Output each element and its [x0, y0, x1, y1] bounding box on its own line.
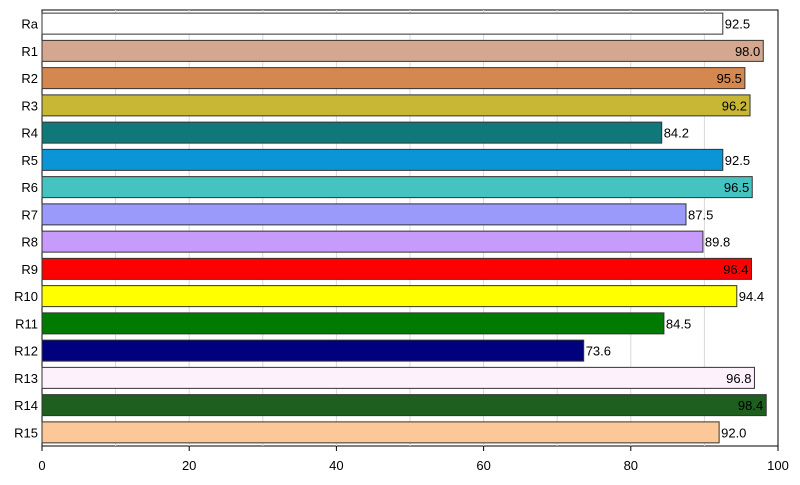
value-label: 96.8 — [726, 371, 751, 386]
category-label: R8 — [21, 235, 38, 250]
category-label: Ra — [21, 17, 38, 32]
category-label: R1 — [21, 44, 38, 59]
category-label: R13 — [14, 371, 38, 386]
bar-ra — [41, 12, 724, 35]
bar-r9 — [41, 257, 753, 280]
value-label: 96.4 — [723, 262, 748, 277]
x-tick-label: 0 — [38, 458, 45, 473]
bar-r12 — [41, 339, 585, 362]
value-label: 98.0 — [735, 44, 760, 59]
category-label: R11 — [15, 316, 38, 331]
category-label: R9 — [21, 262, 38, 277]
value-label: 73.6 — [586, 344, 611, 359]
value-label: 92.5 — [725, 153, 750, 168]
x-tick-label: 80 — [624, 458, 638, 473]
category-label: R10 — [14, 289, 38, 304]
bar-r11 — [41, 312, 665, 335]
value-label: 98.4 — [738, 398, 763, 413]
bar-r6 — [41, 176, 753, 199]
category-label: R3 — [21, 98, 38, 113]
bar-r14 — [41, 394, 767, 417]
x-tick-label: 60 — [476, 458, 490, 473]
category-label: R2 — [21, 71, 38, 86]
value-label: 84.2 — [664, 126, 689, 141]
category-label: R4 — [21, 126, 38, 141]
bar-r15 — [41, 421, 720, 444]
value-label: 87.5 — [688, 207, 713, 222]
category-label: R15 — [14, 425, 38, 440]
bar-r5 — [41, 148, 724, 171]
category-label: R5 — [21, 153, 38, 168]
value-label: 89.8 — [705, 235, 730, 250]
bar-r3 — [41, 94, 751, 117]
category-label: R7 — [21, 207, 38, 222]
value-label: 84.5 — [666, 316, 691, 331]
bar-r7 — [41, 203, 687, 226]
bar-r10 — [41, 285, 738, 308]
value-label: 92.5 — [725, 17, 750, 32]
bar-r2 — [41, 67, 746, 90]
bar-r8 — [41, 230, 704, 253]
x-tick-label: 100 — [767, 458, 789, 473]
category-label: R12 — [14, 344, 38, 359]
value-label: 95.5 — [717, 71, 742, 86]
category-label: R14 — [14, 398, 38, 413]
value-label: 96.5 — [724, 180, 749, 195]
category-label: R6 — [21, 180, 38, 195]
x-tick-label: 40 — [329, 458, 343, 473]
bar-r4 — [41, 121, 663, 144]
value-label: 96.2 — [722, 98, 747, 113]
value-label: 94.4 — [739, 289, 764, 304]
x-tick-label: 20 — [182, 458, 196, 473]
bar-r1 — [41, 39, 764, 62]
bar-r13 — [41, 366, 755, 389]
value-label: 92.0 — [721, 425, 746, 440]
